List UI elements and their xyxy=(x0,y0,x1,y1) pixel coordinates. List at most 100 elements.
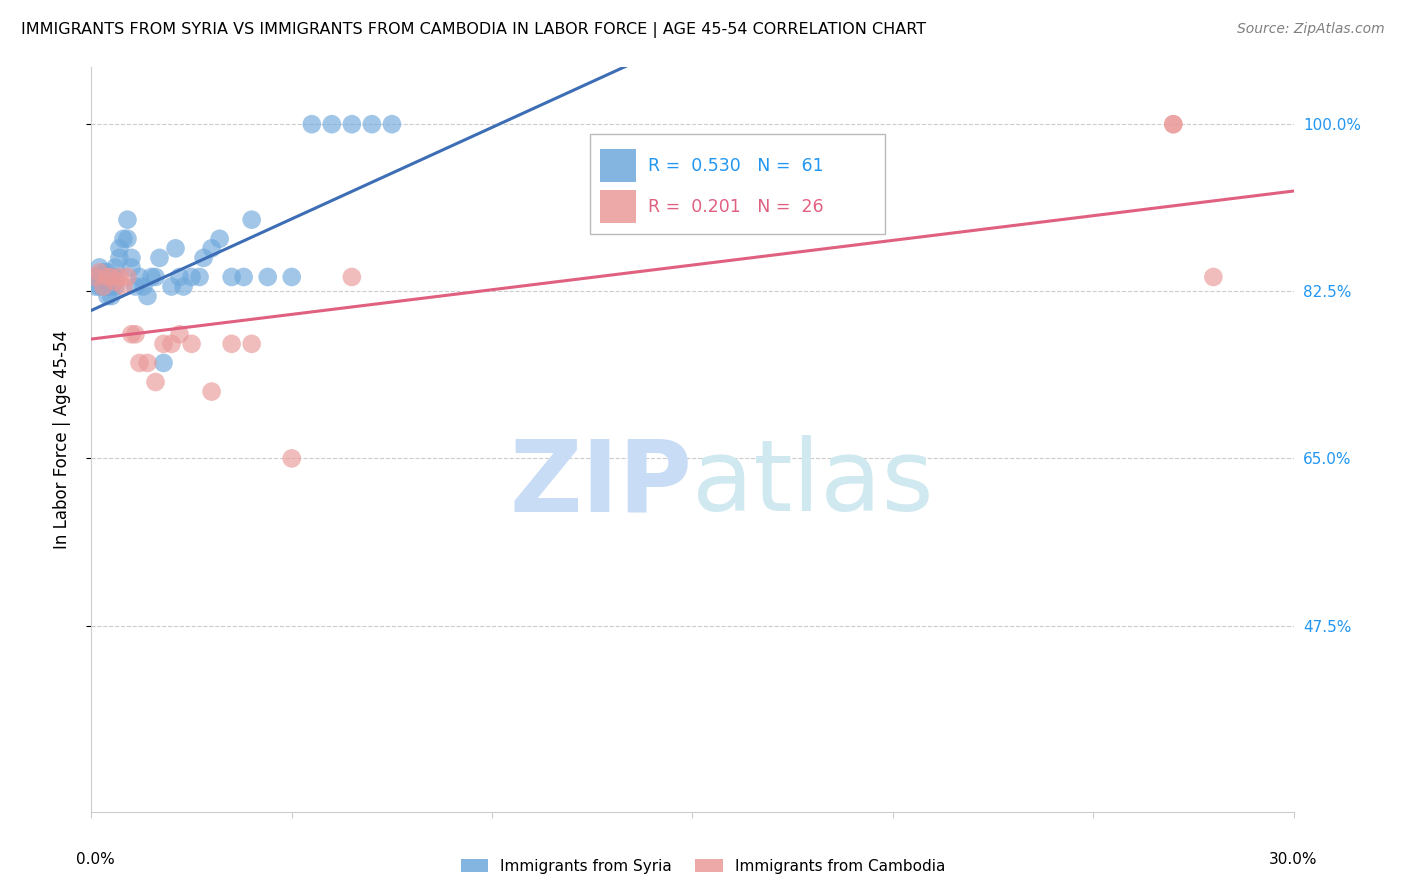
Point xyxy=(340,270,363,285)
Point xyxy=(1163,117,1185,131)
Point xyxy=(121,251,143,265)
Text: ZIP: ZIP xyxy=(509,435,692,533)
Point xyxy=(256,270,278,285)
Text: Source: ZipAtlas.com: Source: ZipAtlas.com xyxy=(1237,22,1385,37)
Point xyxy=(89,265,111,279)
Point xyxy=(132,279,155,293)
Point xyxy=(93,265,115,279)
Point xyxy=(240,212,263,227)
Point xyxy=(108,270,131,285)
Point xyxy=(148,251,170,265)
Point xyxy=(104,270,127,285)
Point xyxy=(136,356,159,370)
Point xyxy=(160,279,183,293)
Text: 0.0%: 0.0% xyxy=(76,852,115,867)
Point xyxy=(188,270,211,285)
Point xyxy=(84,270,107,285)
Point xyxy=(221,336,243,351)
Point xyxy=(152,336,174,351)
Text: R =  0.201   N =  26: R = 0.201 N = 26 xyxy=(648,198,824,216)
Point xyxy=(96,279,118,293)
Point xyxy=(84,270,107,285)
Text: 30.0%: 30.0% xyxy=(1270,852,1317,867)
Point xyxy=(89,270,111,285)
Point xyxy=(104,275,127,289)
Point xyxy=(89,279,111,293)
Point xyxy=(340,117,363,131)
Point xyxy=(193,251,215,265)
Point xyxy=(96,265,118,279)
Point xyxy=(180,336,202,351)
Point xyxy=(121,260,143,275)
Point xyxy=(93,270,115,285)
Point xyxy=(301,117,323,131)
Point xyxy=(96,270,118,285)
Point xyxy=(141,270,163,285)
Point xyxy=(93,270,115,285)
Point xyxy=(100,270,122,285)
Point xyxy=(169,270,191,285)
Point xyxy=(96,289,118,303)
Point xyxy=(121,327,143,342)
Point xyxy=(117,232,139,246)
Point xyxy=(152,356,174,370)
Point xyxy=(100,275,122,289)
Point xyxy=(108,241,131,255)
Point xyxy=(201,384,224,399)
FancyBboxPatch shape xyxy=(600,149,636,182)
Point xyxy=(89,260,111,275)
Point xyxy=(96,279,118,293)
Point xyxy=(360,117,382,131)
Point xyxy=(145,270,167,285)
Text: R =  0.530   N =  61: R = 0.530 N = 61 xyxy=(648,157,824,175)
Point xyxy=(84,279,107,293)
Point xyxy=(104,279,127,293)
Point xyxy=(108,251,131,265)
Point xyxy=(136,289,159,303)
Point xyxy=(89,270,111,285)
Point xyxy=(93,279,115,293)
Point xyxy=(232,270,254,285)
Point xyxy=(96,275,118,289)
Point xyxy=(124,279,146,293)
Point xyxy=(160,336,183,351)
Point xyxy=(117,270,139,285)
Point xyxy=(173,279,195,293)
Point xyxy=(240,336,263,351)
Point xyxy=(100,279,122,293)
Legend: Immigrants from Syria, Immigrants from Cambodia: Immigrants from Syria, Immigrants from C… xyxy=(454,853,952,880)
Point xyxy=(1163,117,1185,131)
FancyBboxPatch shape xyxy=(591,134,884,235)
Point xyxy=(96,270,118,285)
Point xyxy=(112,279,135,293)
Text: IMMIGRANTS FROM SYRIA VS IMMIGRANTS FROM CAMBODIA IN LABOR FORCE | AGE 45-54 COR: IMMIGRANTS FROM SYRIA VS IMMIGRANTS FROM… xyxy=(21,22,927,38)
Point xyxy=(169,327,191,342)
Point xyxy=(128,356,150,370)
Point xyxy=(180,270,202,285)
Point xyxy=(93,275,115,289)
Point xyxy=(117,212,139,227)
Point xyxy=(221,270,243,285)
Point xyxy=(281,270,304,285)
Point xyxy=(100,270,122,285)
Point xyxy=(321,117,343,131)
Y-axis label: In Labor Force | Age 45-54: In Labor Force | Age 45-54 xyxy=(52,330,70,549)
Point xyxy=(165,241,187,255)
FancyBboxPatch shape xyxy=(600,190,636,223)
Point xyxy=(201,241,224,255)
Point xyxy=(1202,270,1225,285)
Point xyxy=(381,117,404,131)
Point xyxy=(104,260,127,275)
Point xyxy=(145,375,167,389)
Point xyxy=(100,270,122,285)
Point xyxy=(208,232,231,246)
Text: atlas: atlas xyxy=(692,435,934,533)
Point xyxy=(100,289,122,303)
Point xyxy=(96,270,118,285)
Point xyxy=(93,275,115,289)
Point xyxy=(128,270,150,285)
Point xyxy=(281,451,304,466)
Point xyxy=(112,232,135,246)
Point xyxy=(93,279,115,293)
Point xyxy=(124,327,146,342)
